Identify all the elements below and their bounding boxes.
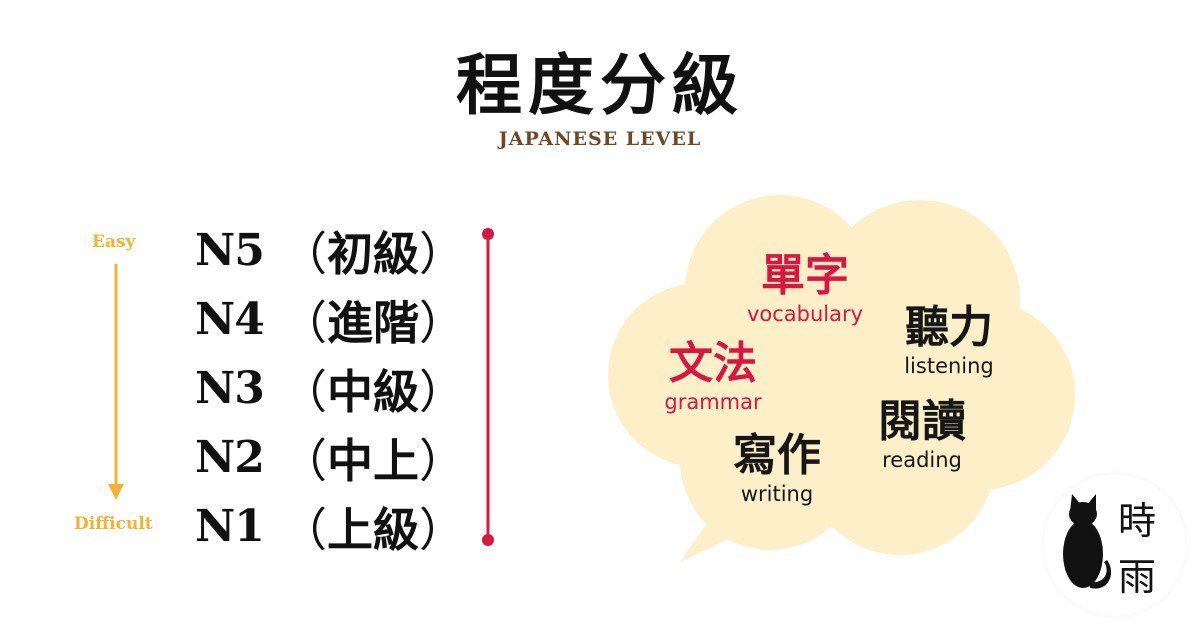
close-paren: ） [419, 433, 465, 488]
speech-cloud-shape [608, 195, 1075, 562]
skill-zh: 單字 [761, 250, 849, 301]
level-name: 初級 [327, 226, 419, 281]
open-paren: （ [281, 502, 327, 557]
skill-grammar: 文法 grammar [652, 338, 774, 414]
skill-listening: 聽力 listening [886, 302, 1012, 378]
skill-en: vocabulary [746, 302, 864, 326]
level-row-n2: N2 （ 中上 ） [195, 423, 465, 492]
skill-vocabulary: 單字 vocabulary [740, 250, 870, 326]
logo-char-2: 雨 [1118, 555, 1157, 599]
page-title: 程度分級 [456, 47, 744, 124]
open-paren: （ [281, 433, 327, 488]
level-row-n5: N5 （ 初級 ） [195, 216, 465, 285]
close-paren: ） [419, 502, 465, 557]
level-row-n4: N4 （ 進階 ） [195, 285, 465, 354]
level-name: 中上 [327, 433, 419, 488]
skill-reading: 閱讀 reading [862, 396, 982, 472]
level-row-n1: N1 （ 上級 ） [195, 492, 465, 561]
level-divider-line [482, 228, 494, 546]
level-code: N2 [195, 432, 265, 483]
skill-writing: 寫作 writing [718, 430, 836, 506]
level-list: N5 （ 初級 ） N4 （ 進階 ） N3 （ 中級 ） N2 （ 中上 ） … [195, 216, 465, 561]
open-paren: （ [281, 226, 327, 281]
level-name: 上級 [327, 502, 419, 557]
difficult-label: Difficult [74, 514, 153, 534]
skill-zh: 聽力 [905, 302, 993, 353]
level-code: N3 [195, 363, 265, 414]
skill-zh: 閱讀 [878, 396, 966, 447]
skill-zh: 文法 [669, 338, 757, 389]
difficulty-arrow-icon [108, 264, 124, 500]
skill-en: writing [740, 482, 814, 506]
page-subtitle: JAPANESE LEVEL [498, 128, 702, 150]
easy-label: Easy [92, 232, 136, 252]
logo-char-1: 時 [1118, 499, 1157, 543]
close-paren: ） [419, 364, 465, 419]
level-name: 進階 [327, 295, 419, 350]
level-row-n3: N3 （ 中級 ） [195, 354, 465, 423]
open-paren: （ [281, 364, 327, 419]
level-code: N1 [195, 501, 265, 552]
skill-en: reading [882, 448, 962, 472]
close-paren: ） [419, 295, 465, 350]
skill-en: grammar [664, 390, 762, 414]
open-paren: （ [281, 295, 327, 350]
level-code: N5 [195, 225, 265, 276]
cat-silhouette-icon [1063, 494, 1112, 589]
close-paren: ） [419, 226, 465, 281]
level-code: N4 [195, 294, 265, 345]
skill-en: listening [904, 354, 994, 378]
skill-zh: 寫作 [733, 430, 821, 481]
level-name: 中級 [327, 364, 419, 419]
